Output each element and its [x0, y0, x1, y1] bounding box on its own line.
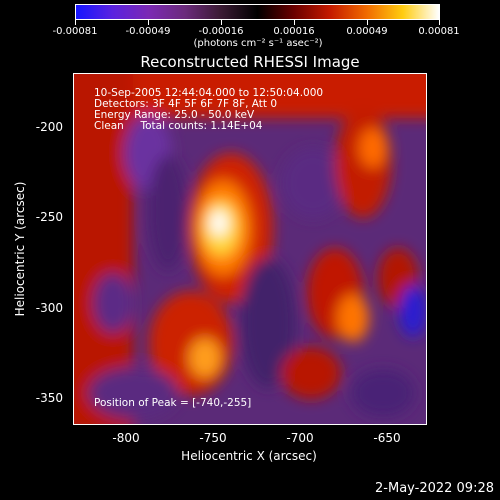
- colorbar-tick: [75, 20, 76, 25]
- plot-title: Reconstructed RHESSI Image: [140, 53, 360, 71]
- info-detectors: Detectors: 3F 4F 5F 6F 7F 8F, Att 0: [94, 98, 278, 110]
- x-tick-label: -650: [373, 431, 401, 445]
- colorbar-tick-label: 0.00016: [273, 26, 315, 37]
- x-axis-label: Heliocentric X (arcsec): [181, 449, 317, 463]
- colorbar-tick-label: 0.00049: [346, 26, 388, 37]
- y-tick-label: -250: [35, 210, 63, 224]
- x-tick-label: -700: [286, 431, 314, 445]
- y-tick-label: -200: [35, 120, 63, 134]
- colorbar-tick-label: 0.00081: [418, 26, 460, 37]
- colorbar-tick: [367, 20, 368, 25]
- info-time-range: 10-Sep-2005 12:44:04.000 to 12:50:04.000: [94, 87, 324, 99]
- footer-timestamp: 2-May-2022 09:28: [375, 481, 494, 496]
- y-tick-label: -300: [35, 301, 63, 315]
- colorbar-tick: [221, 20, 222, 25]
- colorbar-tick-label: -0.00049: [125, 26, 171, 37]
- peak-position-label: Position of Peak = [-740,-255]: [94, 397, 252, 409]
- info-energy-range: Energy Range: 25.0 - 50.0 keV: [94, 109, 255, 121]
- colorbar: [75, 4, 440, 20]
- y-tick-label: -350: [35, 391, 63, 405]
- colorbar-tick-label: -0.00081: [52, 26, 98, 37]
- colorbar-units: (photons cm⁻² s⁻¹ asec⁻²): [193, 38, 323, 49]
- image-structures: [73, 73, 427, 425]
- x-tick-label: -800: [112, 431, 140, 445]
- x-tick-label: -750: [199, 431, 227, 445]
- rhessi-image: [73, 73, 427, 425]
- colorbar-tick-label: -0.00016: [198, 26, 244, 37]
- colorbar-tick: [294, 20, 295, 25]
- info-total-counts: Clean Total counts: 1.14E+04: [94, 120, 263, 132]
- colorbar-tick: [148, 20, 149, 25]
- y-axis-label: Heliocentric Y (arcsec): [13, 181, 27, 317]
- colorbar-tick: [439, 20, 440, 25]
